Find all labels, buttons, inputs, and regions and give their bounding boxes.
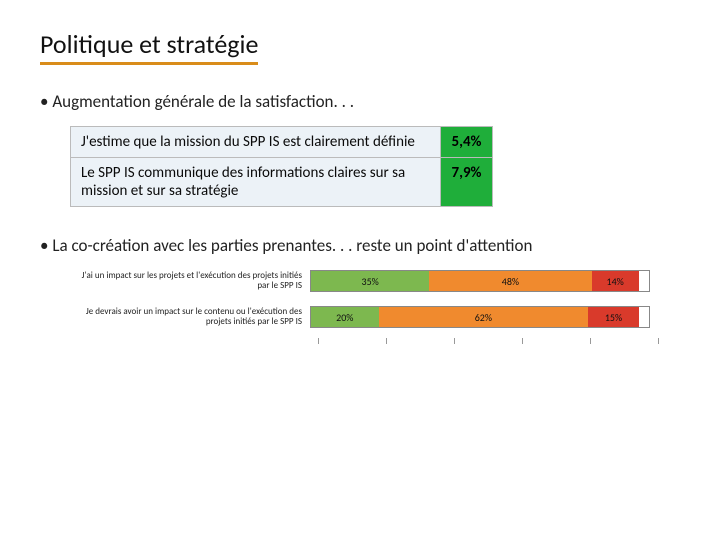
- axis-tick: [318, 338, 319, 344]
- bar-segment-blank: [639, 271, 649, 291]
- table-row: J'estime que la mission du SPP IS est cl…: [71, 127, 493, 158]
- table-row-label: J'estime que la mission du SPP IS est cl…: [71, 127, 441, 158]
- table-row: Le SPP IS communique des informations cl…: [71, 158, 493, 207]
- slide-container: Politique et stratégie Augmentation géné…: [0, 0, 720, 540]
- bar-segment: 15%: [588, 307, 639, 327]
- bar-segment: 62%: [379, 307, 589, 327]
- table-row-value: 7,9%: [441, 158, 493, 207]
- chart-axis: [318, 342, 658, 356]
- bullet-2: La co-création avec les parties prenante…: [40, 235, 680, 256]
- bar-segment-blank: [639, 307, 649, 327]
- bullet-1: Augmentation générale de la satisfaction…: [40, 91, 680, 112]
- bar-row: J'ai un impact sur les projets et l'exéc…: [70, 270, 680, 292]
- bar-segments: 35%48%14%: [310, 270, 650, 292]
- bar-segment: 48%: [429, 271, 591, 291]
- bar-row: Je devrais avoir un impact sur le conten…: [70, 306, 680, 328]
- bar-segment: 35%: [311, 271, 429, 291]
- table-row-value: 5,4%: [441, 127, 493, 158]
- bar-segment: 14%: [592, 271, 639, 291]
- axis-tick: [454, 338, 455, 344]
- axis-tick: [590, 338, 591, 344]
- bar-row-label: Je devrais avoir un impact sur le conten…: [70, 307, 310, 328]
- stacked-bar-chart: J'ai un impact sur les projets et l'exéc…: [70, 270, 680, 356]
- axis-tick: [522, 338, 523, 344]
- bar-row-label: J'ai un impact sur les projets et l'exéc…: [70, 271, 310, 292]
- bar-segment: 20%: [311, 307, 379, 327]
- satisfaction-table: J'estime que la mission du SPP IS est cl…: [70, 126, 493, 207]
- table-row-label: Le SPP IS communique des informations cl…: [71, 158, 441, 207]
- axis-tick: [658, 338, 659, 344]
- axis-tick: [386, 338, 387, 344]
- bar-segments: 20%62%15%: [310, 306, 650, 328]
- slide-title: Politique et stratégie: [40, 28, 258, 65]
